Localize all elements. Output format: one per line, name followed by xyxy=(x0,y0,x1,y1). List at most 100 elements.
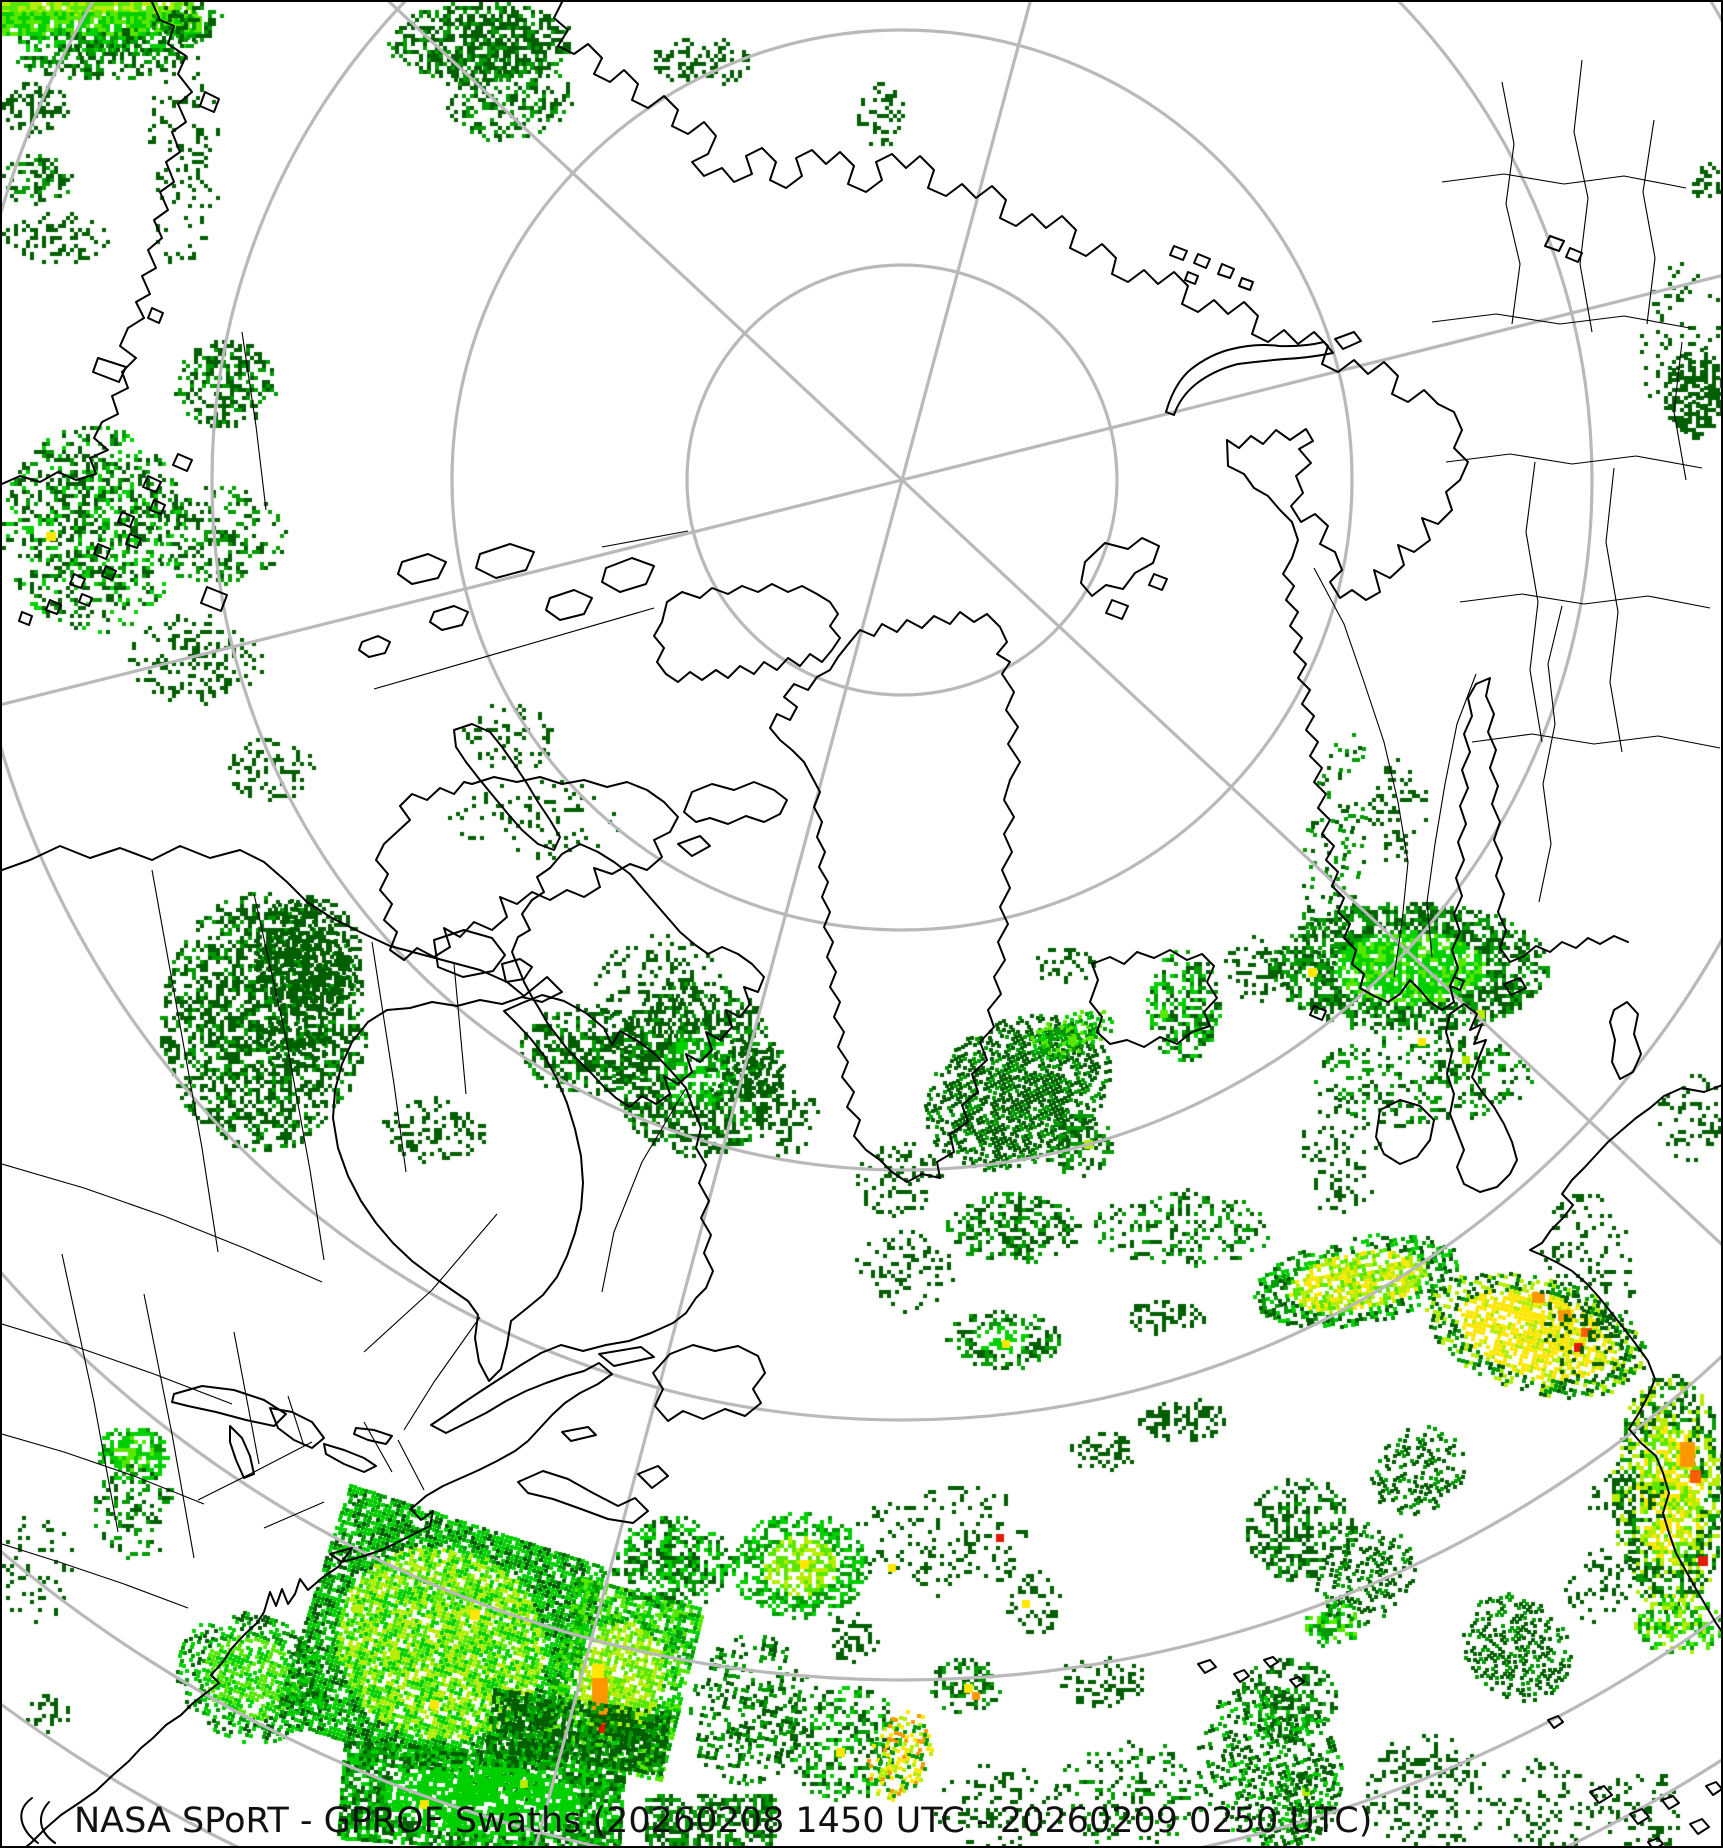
coastline xyxy=(1169,235,1583,291)
political-border xyxy=(143,1293,195,1559)
coastline xyxy=(323,1443,377,1473)
latitude-circle xyxy=(2,2,1721,1422)
coastline xyxy=(517,1470,649,1524)
latitude-circle xyxy=(685,263,1119,697)
coastline xyxy=(433,929,506,978)
coastline xyxy=(769,611,1021,1183)
coastline xyxy=(171,1385,287,1427)
political-border xyxy=(1605,467,1623,753)
political-border xyxy=(263,1501,325,1529)
political-border xyxy=(1525,461,1543,743)
coastline xyxy=(1449,976,1465,991)
coastline xyxy=(501,958,533,983)
political-border xyxy=(1441,173,1687,189)
coastline xyxy=(677,835,711,857)
political-border xyxy=(1459,593,1711,609)
coastline xyxy=(199,91,220,113)
coastline xyxy=(553,2,1463,431)
coastline xyxy=(683,781,788,825)
coastline xyxy=(18,453,228,626)
coastline xyxy=(1503,977,1527,996)
coastline xyxy=(2,845,714,1846)
coastline xyxy=(269,1407,325,1449)
political-border xyxy=(241,331,267,511)
coastline xyxy=(1445,1003,1518,1193)
political-border xyxy=(1313,567,1409,978)
coastline xyxy=(652,1344,766,1422)
political-border xyxy=(1426,673,1477,958)
coastline xyxy=(39,1801,56,1844)
political-border xyxy=(2,1433,205,1505)
coastline xyxy=(1334,331,1362,350)
political-border xyxy=(233,1331,260,1465)
political-border xyxy=(1501,81,1521,325)
coastline xyxy=(92,357,127,383)
political-border xyxy=(151,869,219,1253)
coastline xyxy=(1226,428,1629,1011)
coastline xyxy=(1375,1099,1435,1165)
political-border xyxy=(453,963,467,1095)
political-border xyxy=(2,1543,189,1609)
coastline xyxy=(397,553,447,585)
latitude-circle xyxy=(2,1270,1721,1682)
political-border xyxy=(1673,341,1687,481)
political-border xyxy=(1642,119,1656,325)
political-border xyxy=(601,530,689,548)
political-border xyxy=(1573,59,1593,333)
coastline xyxy=(1309,1005,1327,1021)
coastline xyxy=(601,557,655,593)
coastline xyxy=(598,1346,655,1367)
coastline xyxy=(2,2,193,485)
coastline xyxy=(20,1797,39,1844)
political-border xyxy=(1538,605,1563,903)
coastline xyxy=(545,589,593,621)
political-border xyxy=(397,1439,425,1491)
political-border xyxy=(2,1323,233,1405)
coastline xyxy=(353,1427,393,1445)
coastline xyxy=(147,307,164,324)
coastline xyxy=(561,1426,597,1442)
coastline xyxy=(1589,1781,1721,1846)
political-border xyxy=(253,893,325,1261)
coastline xyxy=(1197,1656,1564,1729)
political-border xyxy=(1445,453,1703,469)
latitude-circle xyxy=(210,2,1594,1172)
meridian-line xyxy=(534,2,1032,1846)
map-title: NASA SPoRT - GPROF Swaths (20260208 1450… xyxy=(74,1801,1373,1841)
coastline xyxy=(429,605,469,631)
coastline xyxy=(375,776,679,961)
coastline xyxy=(637,1465,669,1489)
political-border xyxy=(287,1395,305,1447)
border-layer xyxy=(2,59,1721,1609)
political-border xyxy=(373,607,655,690)
coastline xyxy=(453,723,561,851)
coastline xyxy=(1089,949,1218,1048)
coastline xyxy=(1165,341,1334,416)
political-border xyxy=(61,1253,119,1533)
coastline xyxy=(1529,1084,1721,1632)
political-border xyxy=(2,1163,323,1283)
political-border xyxy=(601,1087,687,1293)
political-border xyxy=(363,1213,498,1353)
latitude-circle xyxy=(450,28,1354,932)
coastline xyxy=(653,583,841,683)
coastline xyxy=(511,843,765,1108)
political-border xyxy=(371,941,407,1173)
political-border xyxy=(1431,313,1691,329)
coastline xyxy=(1609,1001,1642,1080)
coastline xyxy=(229,1425,255,1479)
political-border xyxy=(403,1316,481,1431)
meridian-line xyxy=(2,274,1721,707)
coastline xyxy=(1080,537,1168,620)
coastline xyxy=(358,635,391,658)
political-border xyxy=(1471,733,1721,749)
coastline xyxy=(475,543,535,579)
